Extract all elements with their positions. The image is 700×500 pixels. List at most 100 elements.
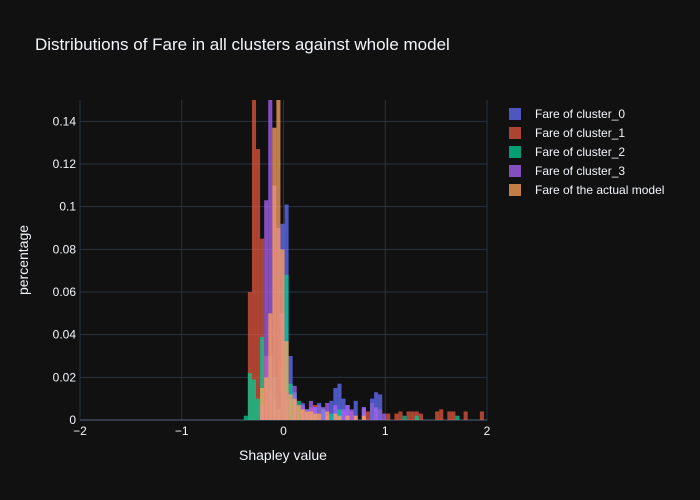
- bar: [451, 411, 456, 420]
- bar: [341, 409, 346, 420]
- legend-item[interactable]: Fare of cluster_3: [509, 164, 625, 178]
- legend-item[interactable]: Fare of the actual model: [509, 183, 664, 197]
- bar: [280, 249, 285, 420]
- bar: [414, 415, 419, 420]
- bar: [402, 415, 407, 420]
- bar: [418, 413, 423, 420]
- bar: [378, 394, 383, 420]
- y-axis-label: percentage: [15, 225, 31, 295]
- bar: [439, 409, 444, 420]
- bar: [288, 394, 293, 420]
- legend-item[interactable]: Fare of cluster_2: [509, 145, 625, 159]
- x-tick-label: −1: [175, 424, 189, 438]
- bar: [455, 415, 460, 420]
- bar: [243, 415, 248, 420]
- legend-item[interactable]: Fare of cluster_1: [509, 126, 625, 140]
- bar: [256, 149, 261, 421]
- y-tick-label: 0.14: [53, 114, 77, 128]
- bar: [341, 398, 346, 420]
- bar: [337, 409, 342, 420]
- bar: [317, 402, 322, 420]
- bar: [374, 392, 379, 420]
- y-tick-labels: 0 0.02 0.04 0.06 0.08 0.1 0.12 0.14: [53, 114, 77, 427]
- bar: [317, 413, 322, 420]
- bar: [435, 411, 440, 420]
- legend-label: Fare of cluster_3: [535, 164, 625, 178]
- bar: [406, 411, 411, 420]
- bar: [251, 100, 257, 420]
- bar: [361, 407, 366, 420]
- bar: [260, 336, 265, 420]
- x-axis-label: Shapley value: [239, 447, 327, 463]
- legend-swatch: [509, 165, 521, 177]
- y-tick-label: 0.08: [53, 242, 77, 256]
- x-tick-label: −2: [73, 424, 87, 438]
- y-tick-label: 0.02: [53, 370, 77, 384]
- legend-swatch: [509, 184, 521, 196]
- bar: [333, 405, 338, 420]
- x-tick-label: 1: [382, 424, 389, 438]
- x-tick-label: 0: [280, 424, 287, 438]
- bar: [256, 398, 261, 420]
- bar: [296, 405, 301, 420]
- bar: [260, 388, 265, 420]
- bar: [374, 407, 379, 420]
- legend-label: Fare of cluster_2: [535, 145, 625, 159]
- legend[interactable]: Fare of cluster_0 Fare of cluster_1 Fare o…: [509, 107, 664, 197]
- bar: [276, 100, 281, 420]
- bar: [308, 411, 314, 420]
- bar: [268, 313, 273, 420]
- bar: [337, 415, 342, 420]
- y-tick-label: 0.04: [53, 328, 77, 342]
- legend-swatch: [509, 127, 521, 139]
- bar: [325, 411, 330, 420]
- bar: [264, 377, 269, 420]
- bar: [479, 411, 484, 420]
- bar: [308, 400, 314, 420]
- bar: [260, 238, 265, 420]
- bar: [386, 413, 391, 420]
- bar: [272, 127, 277, 420]
- bar: [349, 409, 354, 420]
- bar: [361, 415, 366, 420]
- bar: [313, 413, 318, 420]
- legend-item[interactable]: Fare of cluster_0: [509, 107, 625, 121]
- legend-label: Fare of the actual model: [535, 183, 664, 197]
- bar: [251, 379, 257, 420]
- y-tick-label: 0.06: [53, 285, 77, 299]
- series-fare-of-the-actual-model: [260, 100, 366, 420]
- legend-swatch: [509, 108, 521, 120]
- bar: [410, 411, 415, 420]
- legend-swatch: [509, 146, 521, 158]
- bar: [333, 413, 338, 420]
- legend-label: Fare of cluster_0: [535, 107, 625, 121]
- chart-title: Distributions of Fare in all clusters ag…: [35, 35, 450, 54]
- bar: [329, 400, 334, 420]
- bar: [321, 409, 326, 420]
- legend-label: Fare of cluster_1: [535, 126, 625, 140]
- bar: [447, 411, 452, 420]
- bar: [268, 100, 273, 420]
- bar: [369, 398, 375, 420]
- bar: [398, 411, 403, 420]
- bar: [284, 341, 289, 420]
- y-tick-label: 0: [69, 413, 76, 427]
- bar: [247, 373, 252, 420]
- bar: [353, 415, 358, 420]
- bar: [333, 388, 338, 420]
- x-tick-label: 2: [484, 424, 491, 438]
- bar: [394, 413, 399, 420]
- bar: [365, 411, 370, 420]
- bar: [463, 411, 468, 420]
- bar: [292, 398, 297, 420]
- bar: [353, 400, 358, 420]
- bar: [337, 383, 342, 420]
- y-tick-label: 0.12: [53, 157, 77, 171]
- x-tick-labels: −2 −1 0 1 2: [73, 424, 491, 438]
- bar: [247, 292, 252, 420]
- y-tick-label: 0.1: [59, 200, 76, 214]
- bar: [345, 405, 350, 420]
- bar: [300, 409, 305, 420]
